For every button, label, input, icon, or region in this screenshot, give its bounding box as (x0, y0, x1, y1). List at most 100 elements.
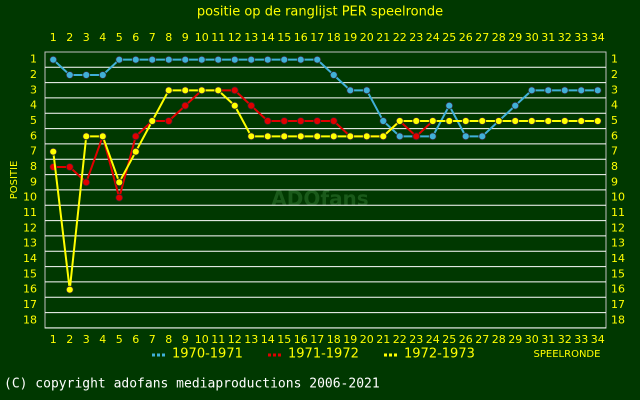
x-tick-label: 3 (83, 333, 90, 346)
data-point (428, 132, 437, 141)
data-point (296, 55, 305, 64)
data-point (148, 117, 157, 125)
y-tick-label: 7 (30, 145, 37, 158)
x-tick-label: 30 (525, 333, 539, 346)
data-point (412, 132, 421, 141)
y-tick-label-right: 15 (611, 267, 625, 280)
x-axis-label: SPEELRONDE (534, 349, 601, 360)
data-point (445, 101, 454, 110)
x-tick-label-top: 9 (182, 31, 189, 44)
y-tick-label: 14 (23, 252, 37, 265)
x-tick-label: 27 (475, 333, 489, 346)
x-tick-label-top: 15 (277, 31, 291, 44)
y-tick-label-right: 7 (611, 145, 618, 158)
data-point (214, 55, 223, 64)
x-tick-label: 15 (277, 333, 291, 346)
y-tick-label-right: 11 (611, 206, 625, 219)
y-tick-label: 17 (23, 298, 37, 311)
data-point (280, 117, 289, 125)
data-point (577, 86, 586, 95)
y-tick-label-right: 4 (611, 99, 618, 112)
data-point (527, 86, 536, 95)
x-tick-label-top: 27 (475, 31, 489, 44)
x-tick-label: 6 (132, 333, 139, 346)
y-tick-label-right: 8 (611, 160, 618, 173)
data-point (181, 101, 190, 110)
x-tick-label-top: 28 (492, 31, 506, 44)
x-tick-label: 25 (442, 333, 456, 346)
x-tick-label: 20 (360, 333, 374, 346)
x-tick-label-top: 33 (574, 31, 588, 44)
x-tick-label-top: 23 (409, 31, 423, 44)
y-tick-label-right: 9 (611, 175, 618, 188)
legend-label: 1971-1972 (288, 347, 359, 362)
data-point (65, 71, 74, 79)
x-tick-label-top: 12 (228, 31, 242, 44)
x-tick-label: 13 (244, 333, 258, 346)
data-point (445, 117, 454, 125)
data-point (247, 101, 256, 110)
data-point (362, 86, 371, 95)
y-tick-label: 11 (23, 206, 37, 219)
data-point (478, 132, 487, 141)
y-tick-label: 2 (30, 68, 37, 81)
data-point (313, 55, 322, 64)
data-point (329, 117, 338, 125)
data-point (230, 86, 239, 95)
x-tick-label: 1 (50, 333, 57, 346)
x-tick-label: 7 (149, 333, 156, 346)
x-tick-label-top: 31 (541, 31, 555, 44)
data-point (247, 55, 256, 64)
y-tick-label: 9 (30, 175, 37, 188)
data-point (148, 55, 157, 64)
data-point (115, 55, 124, 64)
x-tick-label: 19 (343, 333, 357, 346)
x-tick-label-top: 7 (149, 31, 156, 44)
x-tick-label-top: 18 (327, 31, 341, 44)
y-tick-label: 18 (23, 313, 37, 326)
data-point (346, 132, 355, 141)
x-tick-label-top: 2 (66, 31, 73, 44)
data-point (395, 132, 404, 141)
series-line (52, 89, 598, 290)
data-point (560, 86, 569, 95)
legend-label: 1972-1973 (404, 347, 475, 362)
x-tick-label: 16 (294, 333, 308, 346)
x-tick-label-top: 19 (343, 31, 357, 44)
data-point (395, 117, 404, 125)
y-tick-label: 10 (23, 191, 37, 204)
x-tick-label-top: 32 (558, 31, 572, 44)
x-tick-label-top: 5 (116, 31, 123, 44)
y-tick-label: 12 (23, 221, 37, 234)
y-tick-label: 16 (23, 283, 37, 296)
series-line (52, 58, 598, 138)
data-point (527, 117, 536, 125)
x-tick-label: 26 (459, 333, 473, 346)
data-point (98, 132, 107, 141)
data-point (593, 117, 602, 125)
data-point (494, 117, 503, 125)
x-tick-label-top: 34 (591, 31, 605, 44)
x-tick-label: 24 (426, 333, 440, 346)
x-tick-label-top: 22 (393, 31, 407, 44)
x-tick-label-top: 4 (99, 31, 106, 44)
data-point (65, 163, 74, 171)
y-tick-label-right: 3 (611, 83, 618, 96)
data-point (280, 55, 289, 64)
data-point (181, 86, 190, 95)
x-tick-label-top: 10 (195, 31, 209, 44)
data-point (263, 117, 272, 125)
y-tick-label-right: 2 (611, 68, 618, 81)
x-tick-label: 4 (99, 333, 106, 346)
data-point (164, 117, 173, 125)
data-point (131, 55, 140, 64)
data-point (593, 86, 602, 95)
data-point (577, 117, 586, 125)
y-tick-label-right: 14 (611, 252, 625, 265)
data-point (346, 86, 355, 95)
data-point (82, 178, 91, 187)
y-tick-label: 1 (30, 53, 37, 66)
x-tick-label: 11 (211, 333, 225, 346)
x-tick-label: 5 (116, 333, 123, 346)
